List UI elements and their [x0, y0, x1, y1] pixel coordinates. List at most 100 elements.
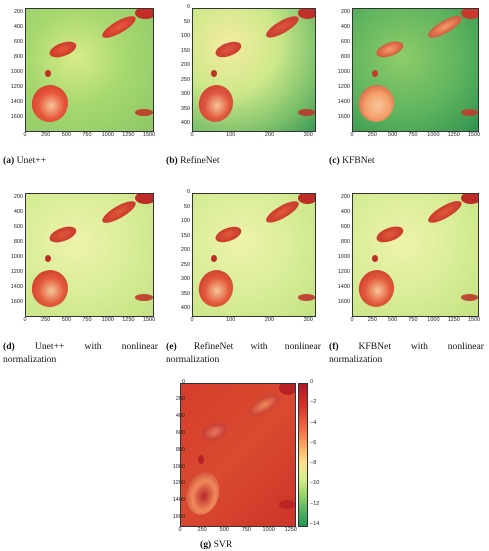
y-tick-label: 200 — [180, 247, 190, 254]
y-tick-label: 1200 — [172, 480, 185, 487]
y-tick-label: 100 — [180, 33, 190, 40]
caption-title: SVR — [213, 539, 233, 550]
x-tick-label: 1250 — [122, 132, 135, 138]
pond-lower-right — [297, 294, 315, 302]
y-tick-label: 1600 — [337, 298, 350, 305]
y-tick-label: 100 — [180, 218, 190, 225]
pond-mid — [199, 419, 229, 444]
pond-small — [211, 255, 218, 263]
y-tick-label: 600 — [13, 223, 23, 230]
y-tick-label: 800 — [13, 238, 23, 245]
pond-lower-right — [460, 109, 478, 117]
x-tick-label: 750 — [241, 527, 251, 533]
plot-f — [352, 193, 479, 317]
y-tick-label: 600 — [340, 38, 350, 45]
plot-a — [25, 8, 154, 132]
caption-title: KFBNet — [342, 155, 375, 166]
colorbar-tick-label: −2 — [310, 399, 317, 406]
x-tick-label: 500 — [388, 317, 398, 323]
y-tick-label: 1400 — [10, 98, 23, 105]
pond-corner — [135, 194, 153, 204]
x-tick-label: 250 — [41, 132, 51, 138]
panel-g: 0 200 400 600 800 1000 1200 1400 1600 0 250 500 750 1… — [160, 375, 330, 550]
y-tick-label: 1000 — [10, 253, 23, 260]
y-tick-label: 0 — [186, 189, 190, 195]
pond-top-right — [263, 12, 301, 42]
colorbar-tick-label: −10 — [310, 480, 320, 487]
x-tick-label: 500 — [388, 132, 398, 138]
y-tick-label: 50 — [183, 18, 190, 25]
x-tick-label: 0 — [23, 132, 27, 138]
y-tick-label: 400 — [340, 208, 350, 215]
caption-g: (g) SVR — [200, 538, 320, 551]
colorbar-tick-label: −6 — [310, 439, 317, 446]
pond-lower-right — [460, 294, 478, 302]
x-tick-label: 300 — [303, 132, 313, 138]
caption-label: (f) — [329, 341, 339, 352]
y-tick-label: 250 — [180, 76, 190, 83]
x-tick-label: 0 — [178, 527, 182, 533]
pond-mid — [47, 38, 79, 61]
x-tick-label: 100 — [226, 317, 236, 323]
pond-top-right — [99, 197, 139, 228]
pond-top-right — [424, 12, 464, 42]
caption-c: (c) KFBNet — [329, 154, 484, 167]
plot-g — [180, 383, 296, 527]
y-tick-label: 400 — [180, 120, 190, 127]
pond-mid — [47, 223, 79, 246]
y-tick-label: 200 — [13, 8, 23, 15]
pond-mid — [374, 223, 405, 246]
caption-title: Unet++ — [16, 155, 47, 166]
colorbar-tick-label: −12 — [310, 500, 320, 507]
colorbar-tick-label: −4 — [310, 419, 317, 426]
pond-corner — [297, 194, 315, 204]
x-tick-label: 1250 — [447, 317, 460, 323]
x-tick-label: 250 — [367, 317, 377, 323]
y-tick-label: 1600 — [10, 298, 23, 305]
x-tick-label: 1500 — [467, 317, 481, 323]
pond-top-right — [263, 197, 301, 227]
y-tick-label: 400 — [13, 208, 23, 215]
y-tick-label: 600 — [340, 223, 350, 230]
x-tick-label: 0 — [190, 317, 194, 323]
y-tick-label: 600 — [13, 38, 23, 45]
pond-small — [198, 455, 204, 464]
y-tick-label: 200 — [340, 8, 350, 15]
caption-a: (a) Unet++ — [3, 154, 158, 167]
panel-b: 0 50 100 150 200 250 300 350 400 0 100 200 300 (b) Re… — [163, 0, 326, 180]
x-tick-label: 1500 — [467, 132, 481, 138]
y-tick-label: 300 — [180, 276, 190, 283]
y-tick-label: 0 — [186, 4, 190, 10]
y-tick-label: 50 — [183, 203, 190, 210]
y-tick-label: 1600 — [10, 113, 23, 120]
pond-large — [355, 265, 399, 311]
x-tick-label: 1500 — [142, 317, 156, 323]
pond-corner — [460, 194, 478, 204]
x-tick-label: 100 — [226, 132, 236, 138]
y-tick-label: 1400 — [337, 98, 350, 105]
y-tick-label: 300 — [180, 91, 190, 98]
y-tick-label: 150 — [180, 232, 190, 239]
y-tick-label: 0 — [181, 379, 185, 385]
pond-lower-right — [135, 109, 153, 117]
y-tick-label: 350 — [180, 290, 190, 297]
pond-corner — [135, 9, 153, 19]
caption-title: KFBNet with nonlinear normalization — [329, 341, 484, 365]
plot-c — [352, 8, 479, 132]
y-tick-label: 800 — [175, 446, 185, 453]
colorbar-tick-label: 0 — [310, 379, 314, 385]
caption-label: (b) — [166, 155, 178, 166]
y-tick-label: 400 — [340, 23, 350, 30]
x-tick-label: 1250 — [284, 527, 297, 533]
y-tick-label: 200 — [13, 193, 23, 200]
plot-e — [192, 193, 316, 317]
pond-small — [211, 70, 218, 78]
y-tick-label: 800 — [340, 238, 350, 245]
y-tick-label: 800 — [13, 53, 23, 60]
panel-e: 0 50 100 150 200 250 300 350 400 0 100 200 300 (e) Re… — [163, 183, 326, 378]
pond-mid — [213, 38, 244, 61]
caption-b: (b) RefineNet — [166, 154, 321, 167]
y-tick-label: 400 — [13, 23, 23, 30]
pond-small — [45, 70, 52, 78]
y-tick-label: 200 — [175, 395, 185, 402]
